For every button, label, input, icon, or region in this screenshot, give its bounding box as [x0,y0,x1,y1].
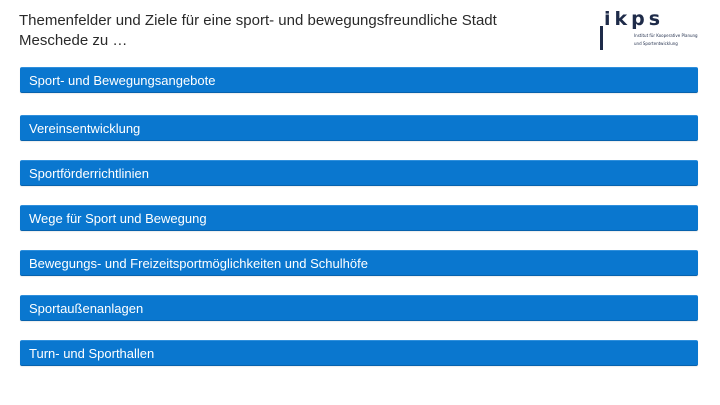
page-title-line-2: Meschede zu … [19,32,128,49]
ikps-logo: ikps Institut für Kooperative Planung un… [592,8,698,52]
topic-bar-sport-bewegungsangebote: Sport- und Bewegungsangebote [20,67,698,93]
topic-bar-wege-sport-bewegung: Wege für Sport und Bewegung [20,205,698,231]
page-title-line-1: Themenfelder und Ziele für eine sport- u… [19,12,497,29]
topic-bar-sportaussenanlagen: Sportaußenanlagen [20,295,698,321]
logo-bar-icon [600,26,603,50]
logo-wordmark: ikps [604,8,665,30]
topic-bar-bewegungs-freizeitsport: Bewegungs- und Freizeitsportmöglichkeite… [20,250,698,276]
page-title: Themenfelder und Ziele für eine sport- u… [19,11,559,51]
topic-label: Vereinsentwicklung [29,120,141,136]
topic-label: Sportaußenanlagen [29,300,144,316]
topic-label: Wege für Sport und Bewegung [29,210,207,226]
topic-bar-turn-sporthallen: Turn- und Sporthallen [20,340,698,366]
topic-label: Turn- und Sporthallen [29,345,155,361]
logo-tagline-line-1: Institut für Kooperative Planung [634,33,698,38]
topic-label: Bewegungs- und Freizeitsportmöglichkeite… [29,255,368,271]
topic-label: Sport- und Bewegungsangebote [29,72,216,88]
topic-list: Sport- und Bewegungsangebote Vereinsentw… [20,67,698,385]
topic-bar-vereinsentwicklung: Vereinsentwicklung [20,115,698,141]
topic-bar-sportfoerderrichtlinien: Sportförderrichtlinien [20,160,698,186]
logo-tagline-line-2: und Sportentwicklung [634,41,678,46]
topic-label: Sportförderrichtlinien [29,165,149,181]
